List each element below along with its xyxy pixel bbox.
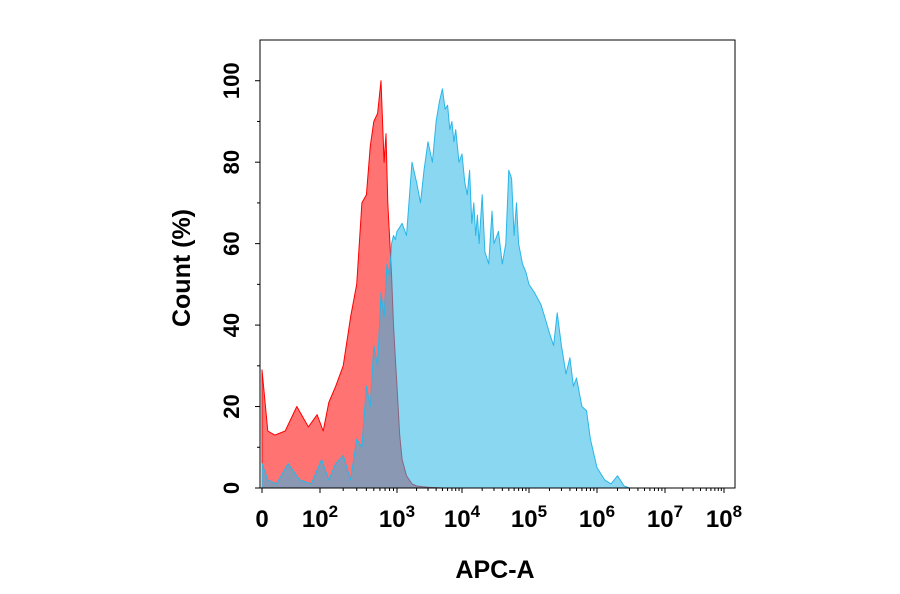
y-axis-title: Count (%) — [168, 209, 196, 327]
plot-frame — [259, 39, 736, 489]
x-tick-label: 102 — [302, 502, 338, 533]
x-ticks: 0 102 103 104 105 106 107 108 — [255, 488, 742, 533]
y-tick-label: 60 — [219, 231, 244, 255]
y-tick-label: 40 — [219, 313, 244, 337]
y-tick-label: 0 — [219, 482, 244, 494]
y-ticks: 0 20 40 60 80 100 — [219, 62, 260, 494]
x-axis-title: APC-A — [455, 556, 534, 584]
x-tick-label: 107 — [647, 502, 683, 533]
x-tick-label: 0 — [255, 506, 268, 533]
x-tick-label: 106 — [579, 502, 615, 533]
x-tick-label: 103 — [379, 502, 415, 533]
x-tick-label: 108 — [706, 502, 742, 533]
series-area-2 — [261, 88, 630, 489]
x-tick-label: 104 — [444, 502, 481, 533]
series-layer — [261, 80, 630, 489]
x-tick-label: 105 — [511, 502, 547, 533]
y-tick-label: 80 — [219, 150, 244, 174]
y-tick-label: 100 — [219, 62, 244, 99]
y-tick-label: 20 — [219, 394, 244, 418]
